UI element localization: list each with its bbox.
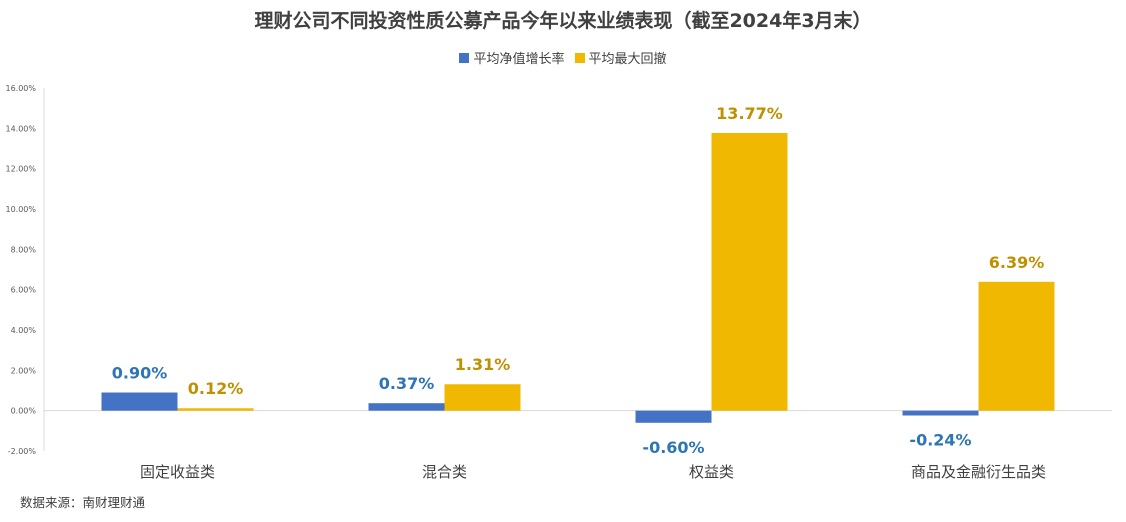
legend: 平均净值增长率 平均最大回撤 xyxy=(0,48,1126,67)
category-label: 商品及金融衍生品类 xyxy=(911,463,1046,481)
category-label: 混合类 xyxy=(422,463,467,481)
legend-swatch-drawdown xyxy=(574,52,585,63)
data-label: -0.60% xyxy=(642,438,704,457)
bar-growth xyxy=(101,392,178,411)
legend-swatch-growth xyxy=(459,52,470,63)
bar-drawdown xyxy=(711,132,788,411)
y-tick-label: 10.00% xyxy=(5,205,36,214)
category-label: 固定收益类 xyxy=(140,463,215,481)
data-label: 0.12% xyxy=(188,379,244,398)
y-tick-label: 4.00% xyxy=(11,326,37,335)
data-label: 6.39% xyxy=(989,253,1045,272)
y-tick-label: 16.00% xyxy=(5,84,36,93)
data-label: 0.37% xyxy=(379,374,435,393)
category-label: 权益类 xyxy=(689,463,734,481)
legend-item-drawdown: 平均最大回撤 xyxy=(574,48,667,67)
bar-growth xyxy=(635,410,712,423)
y-tick-label: 8.00% xyxy=(11,245,37,254)
data-label: 0.90% xyxy=(112,364,168,383)
bar-drawdown xyxy=(444,384,521,411)
y-tick-label: 12.00% xyxy=(5,165,36,174)
data-label: -0.24% xyxy=(909,431,971,450)
bar-drawdown xyxy=(177,408,254,411)
data-label: 1.31% xyxy=(455,355,511,374)
bar-growth xyxy=(368,403,445,411)
y-tick-label: 14.00% xyxy=(5,124,36,133)
y-tick-label: -2.00% xyxy=(8,447,37,456)
bar-growth xyxy=(902,410,979,416)
y-tick-label: 0.00% xyxy=(11,407,37,416)
legend-item-growth: 平均净值增长率 xyxy=(459,48,565,67)
data-label: 13.77% xyxy=(716,104,783,123)
legend-label-growth: 平均净值增长率 xyxy=(473,52,565,67)
y-tick-label: 2.00% xyxy=(11,366,37,375)
legend-label-drawdown: 平均最大回撤 xyxy=(588,52,667,67)
y-tick-label: 6.00% xyxy=(11,286,37,295)
chart-title: 理财公司不同投资性质公募产品今年以来业绩表现（截至2024年3月末） xyxy=(254,10,872,32)
bar-drawdown xyxy=(978,281,1055,411)
source-note: 数据来源：南财理财通 xyxy=(20,495,146,510)
